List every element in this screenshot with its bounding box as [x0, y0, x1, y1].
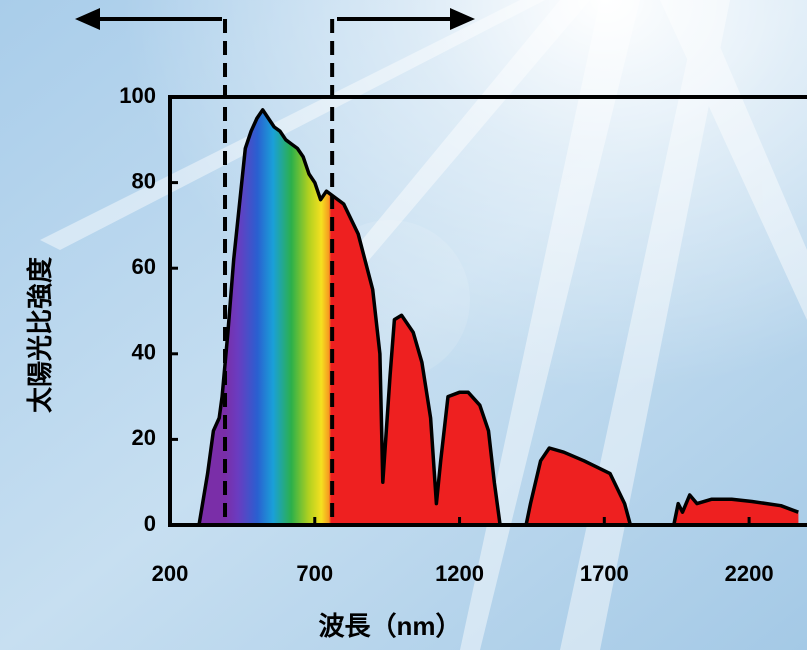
spectrum-line	[197, 108, 799, 527]
y-axis-title: 太陽光比強度	[25, 257, 55, 413]
area-fill-ir	[332, 195, 799, 525]
plot	[197, 108, 799, 527]
x-tick-label: 200	[152, 561, 189, 586]
y-tick-label: 40	[132, 340, 156, 365]
y-tick-label: 20	[132, 425, 156, 450]
y-tick-label: 80	[132, 168, 156, 193]
y-tick-label: 60	[132, 254, 156, 279]
x-tick-label: 700	[296, 561, 333, 586]
x-axis-title: 波長（nm）	[318, 611, 461, 641]
y-tick-label: 0	[144, 511, 156, 536]
x-tick-label: 1700	[580, 561, 629, 586]
x-tick-label: 2200	[725, 561, 774, 586]
frame	[168, 95, 807, 527]
x-tick-label: 1200	[435, 561, 484, 586]
range-arrows	[75, 8, 475, 30]
y-tick-label: 100	[119, 83, 156, 108]
